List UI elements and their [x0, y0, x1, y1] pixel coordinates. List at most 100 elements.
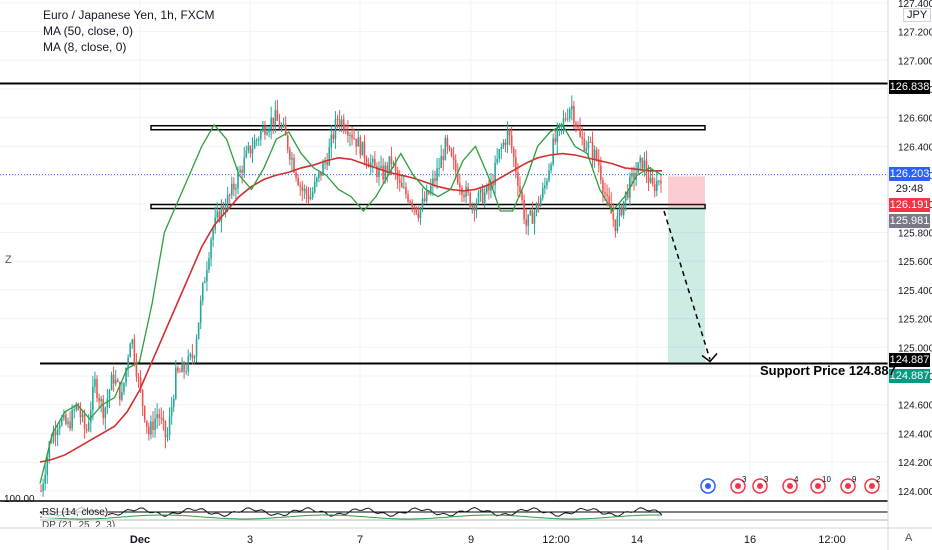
- candle-body: [307, 193, 310, 200]
- price-tick-label: 126.600: [898, 114, 932, 125]
- candle-body: [593, 149, 596, 159]
- candle-body: [394, 162, 397, 171]
- candle-body: [152, 421, 154, 431]
- candle-body: [79, 409, 82, 418]
- candle-body: [595, 149, 598, 160]
- candle-body: [639, 157, 642, 163]
- symbol-title[interactable]: Euro / Japanese Yen, 1h, FXCM: [43, 8, 215, 22]
- candle-body: [568, 109, 571, 119]
- candle-body: [355, 138, 357, 147]
- price-tick-label: 125.000: [898, 343, 932, 354]
- candle-body: [471, 205, 474, 207]
- candle-body: [65, 414, 67, 424]
- candle-body: [539, 197, 542, 207]
- candle-body: [264, 126, 266, 135]
- candle-body: [380, 165, 382, 168]
- currency-button[interactable]: JPY: [903, 8, 932, 22]
- candle-body: [121, 391, 123, 400]
- candle-body: [199, 300, 202, 323]
- candle-body: [479, 189, 482, 193]
- candle-body: [556, 128, 559, 142]
- candle-body: [490, 182, 492, 191]
- candle-body: [452, 156, 455, 161]
- candle-body: [544, 185, 546, 189]
- arrow-head: [701, 353, 718, 363]
- candle-body: [552, 138, 554, 165]
- ma8-legend[interactable]: MA (8, close, 0): [43, 40, 127, 54]
- candle-body: [376, 166, 378, 178]
- candle-body: [374, 159, 376, 167]
- candle-body: [143, 406, 146, 421]
- candle-body: [363, 141, 366, 159]
- candle-body: [255, 139, 258, 141]
- candle-body: [500, 147, 503, 150]
- candle-body: [197, 322, 200, 339]
- candle-body: [112, 374, 115, 384]
- cut-indicator-legend: DP (21, 25, 2, 3): [42, 520, 116, 527]
- candle-body: [166, 434, 169, 438]
- auto-scale-button[interactable]: A: [905, 532, 913, 544]
- candle-body: [597, 159, 600, 166]
- candle-body: [403, 187, 405, 189]
- candle-body: [554, 138, 557, 142]
- event-count-label: 10: [822, 475, 831, 484]
- candle-body: [243, 157, 246, 173]
- candle-body: [633, 173, 635, 180]
- candle-body: [564, 118, 567, 120]
- ma50-legend[interactable]: MA (50, close, 0): [43, 24, 134, 38]
- candle-body: [245, 150, 248, 158]
- candle-body: [512, 148, 515, 158]
- price-tick-label: 126.400: [898, 142, 932, 153]
- candle-body: [100, 398, 102, 402]
- candle-body: [359, 137, 362, 156]
- candle-body: [73, 409, 76, 411]
- candle-body: [525, 219, 527, 226]
- candle-body: [442, 156, 445, 160]
- support-line-tag: 124.887: [889, 353, 930, 367]
- candle-body: [104, 407, 107, 419]
- candle-body: [425, 190, 428, 202]
- event-icon-dot: [757, 483, 763, 489]
- candle-body: [571, 105, 573, 110]
- entry-price-tag: 125.981: [889, 214, 930, 228]
- short-position-tool[interactable]: [668, 176, 705, 364]
- price-tick-label: 124.600: [898, 401, 932, 412]
- event-icons[interactable]: 3 3 4 10 9 2: [700, 475, 881, 494]
- rsi-legend[interactable]: RSI (14, close): [42, 507, 109, 518]
- candle-body: [392, 162, 395, 164]
- stop-price-tag: 126.191: [889, 198, 930, 212]
- candle-body: [641, 157, 644, 169]
- candle-body: [89, 410, 92, 423]
- candle-body: [63, 414, 65, 419]
- event-icon-dot: [735, 483, 741, 489]
- candle-body: [309, 197, 312, 200]
- candle-body: [139, 377, 142, 390]
- candle-body: [631, 173, 633, 177]
- time-tick-label: 3: [247, 534, 253, 546]
- candle-body: [303, 188, 306, 191]
- candle-body: [114, 379, 117, 384]
- candle-body: [71, 409, 73, 429]
- candle-body: [432, 178, 434, 186]
- ma8-polyline: [39, 123, 663, 484]
- candle-body: [201, 283, 204, 301]
- candle-body: [175, 367, 177, 399]
- time-tick-label: Dec: [130, 534, 150, 546]
- candle-body: [237, 172, 239, 189]
- candle-body: [550, 164, 552, 171]
- support-price-label: Support Price 124.887: [760, 363, 896, 378]
- candle-body: [656, 180, 658, 192]
- candle-body: [483, 192, 486, 203]
- candle-body: [247, 145, 250, 151]
- candle-body: [127, 357, 129, 368]
- candle-body: [85, 429, 88, 431]
- candle-body: [228, 194, 231, 196]
- candle-body: [224, 209, 227, 211]
- time-tick-label: 9: [468, 534, 474, 546]
- candle-body: [58, 424, 61, 429]
- event-count-label: 3: [742, 475, 747, 484]
- candle-body: [233, 183, 235, 190]
- zoom-indicator[interactable]: Z: [5, 254, 12, 266]
- candle-body: [515, 157, 517, 173]
